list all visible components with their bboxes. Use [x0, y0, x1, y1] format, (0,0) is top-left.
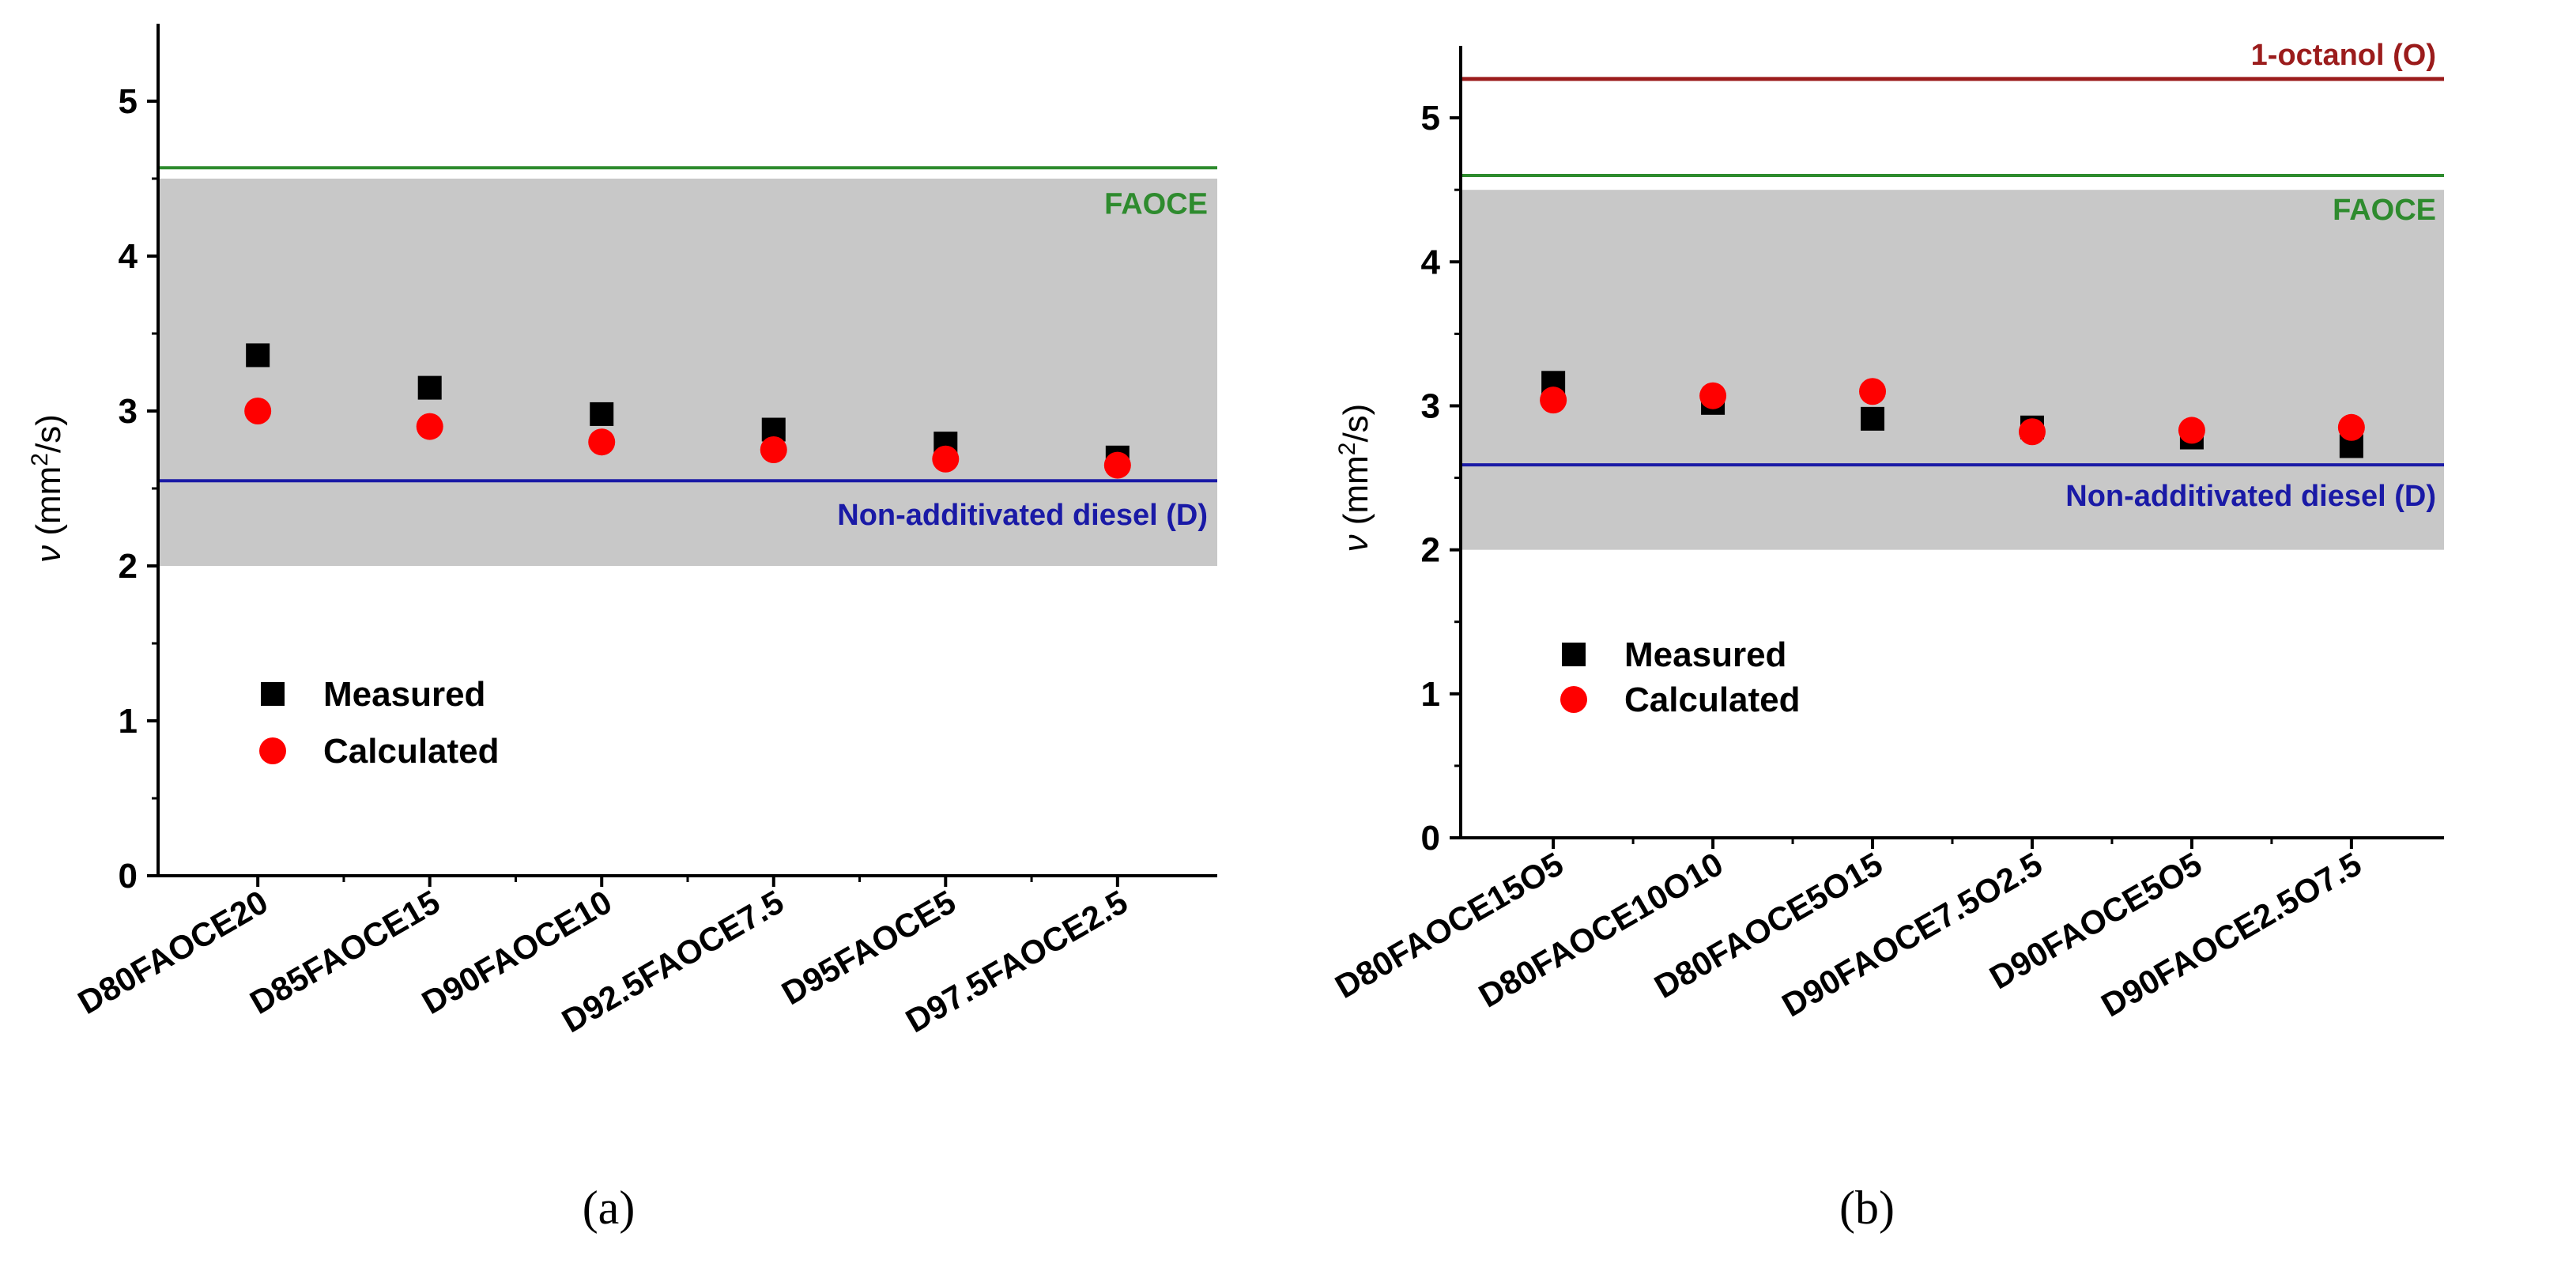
y-tick-label: 1: [1421, 675, 1440, 714]
y-axis-unit-exponent: 2: [27, 453, 53, 466]
calculated-point: [1540, 387, 1567, 414]
chart-a-svg: FAOCE Non-additivated diesel (D) 0 1 2 3 4 5 ν (…: [27, 24, 1217, 1234]
calculated-point: [2178, 417, 2205, 444]
y-tick-label: 3: [119, 392, 138, 431]
chart-panel-b: 1-octanol (O) FAOCE Non-additivated diesel…: [1288, 0, 2576, 1267]
y-tick-label: 5: [1421, 99, 1440, 138]
y-axis-unit-exponent: 2: [1334, 443, 1360, 456]
reference-label-1-octanol-o-: 1-octanol (O): [2251, 39, 2436, 72]
y-tick-label: 3: [1421, 387, 1440, 425]
measured-point: [1861, 406, 1885, 431]
y-axis-unit: (mm: [29, 466, 68, 536]
y-tick-label: 4: [1421, 243, 1441, 281]
measured-point: [417, 375, 442, 400]
legend-calculated-marker: [259, 737, 286, 764]
reference-label-faoce: FAOCE: [2333, 194, 2436, 227]
reference-label-faoce: FAOCE: [1104, 187, 1208, 221]
calculated-point: [416, 413, 443, 440]
y-axis-symbol: ν: [29, 536, 68, 563]
calculated-point: [932, 445, 960, 473]
reference-label-non-additivated-diesel-d-: Non-additivated diesel (D): [837, 499, 1208, 532]
y-axis-unit: (mm: [1337, 455, 1375, 525]
y-tick-label: 4: [119, 237, 138, 276]
y-tick-label: 0: [119, 857, 138, 896]
legend-measured-label: Measured: [1624, 635, 1786, 674]
x-category-label: D80FAOCE20: [72, 883, 274, 1021]
shaded-range-band: [1461, 190, 2444, 550]
calculated-point: [244, 398, 272, 424]
y-axis-label: ν (mm2/s): [1334, 404, 1375, 552]
calculated-point: [760, 436, 787, 463]
measured-point: [246, 343, 270, 368]
chart-panel-a: FAOCE Non-additivated diesel (D) 0 1 2 3 4 5 ν (…: [27, 24, 1217, 1234]
y-axis-label: ν (mm2/s): [27, 414, 68, 563]
y-axis-symbol: ν: [1337, 525, 1375, 552]
y-tick-label: 0: [1421, 819, 1440, 858]
y-axis-unit-suffix: /s): [1337, 404, 1375, 443]
shaded-range-band: [158, 179, 1217, 566]
calculated-point: [1859, 378, 1887, 405]
legend-measured-label: Measured: [323, 675, 485, 714]
calculated-point: [2337, 413, 2365, 441]
y-tick-label: 5: [119, 82, 138, 121]
chart-b-svg: 1-octanol (O) FAOCE Non-additivated diesel…: [1329, 39, 2444, 1234]
x-category-label: D85FAOCE15: [243, 883, 446, 1021]
calculated-point: [588, 428, 616, 456]
legend-calculated-label: Calculated: [1624, 681, 1801, 719]
panel-caption: (a): [583, 1182, 636, 1234]
y-tick-label: 2: [119, 547, 138, 586]
legend-calculated-marker: [1560, 686, 1587, 713]
legend-measured-marker: [1562, 643, 1586, 666]
calculated-point: [1103, 451, 1131, 479]
legend-calculated-label: Calculated: [323, 732, 500, 771]
x-category-label: D90FAOCE2.5O7.5: [2095, 845, 2367, 1024]
reference-label-non-additivated-diesel-d-: Non-additivated diesel (D): [2065, 480, 2436, 513]
calculated-point: [2018, 418, 2046, 446]
y-tick-label: 2: [1421, 531, 1440, 570]
panel-caption: (b): [1839, 1182, 1895, 1234]
measured-point: [590, 402, 614, 426]
y-axis-unit-suffix: /s): [29, 414, 68, 453]
y-tick-label: 1: [119, 702, 138, 741]
calculated-point: [1699, 382, 1727, 409]
x-category-label: D90FAOCE7.5O2.5: [1776, 845, 2049, 1024]
legend-measured-marker: [261, 682, 285, 706]
